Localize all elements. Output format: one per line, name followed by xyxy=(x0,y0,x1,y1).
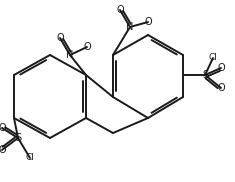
Text: O: O xyxy=(83,42,91,52)
Text: S: S xyxy=(202,70,208,80)
Text: S: S xyxy=(15,133,21,143)
Text: Cl: Cl xyxy=(26,153,35,163)
Text: O: O xyxy=(56,33,64,43)
Text: N: N xyxy=(126,22,134,32)
Text: O: O xyxy=(0,123,6,133)
Text: O: O xyxy=(144,17,152,27)
Text: O: O xyxy=(217,63,225,73)
Text: N: N xyxy=(66,50,74,60)
Text: Cl: Cl xyxy=(209,54,217,62)
Text: O: O xyxy=(0,145,6,155)
Text: O: O xyxy=(116,5,124,15)
Text: O: O xyxy=(217,83,225,93)
